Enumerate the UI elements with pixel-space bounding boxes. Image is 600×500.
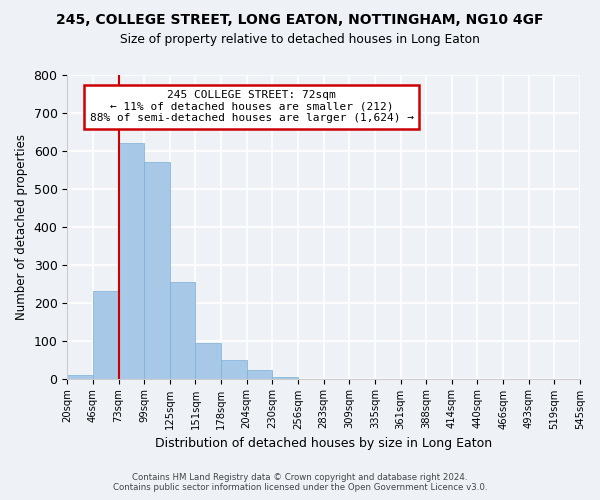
Y-axis label: Number of detached properties: Number of detached properties [15, 134, 28, 320]
Text: Size of property relative to detached houses in Long Eaton: Size of property relative to detached ho… [120, 32, 480, 46]
X-axis label: Distribution of detached houses by size in Long Eaton: Distribution of detached houses by size … [155, 437, 492, 450]
Bar [144, 162, 170, 378]
Text: 245, COLLEGE STREET, LONG EATON, NOTTINGHAM, NG10 4GF: 245, COLLEGE STREET, LONG EATON, NOTTING… [56, 12, 544, 26]
Text: Contains HM Land Registry data © Crown copyright and database right 2024.
Contai: Contains HM Land Registry data © Crown c… [113, 473, 487, 492]
Bar [119, 144, 144, 378]
Text: 245 COLLEGE STREET: 72sqm
← 11% of detached houses are smaller (212)
88% of semi: 245 COLLEGE STREET: 72sqm ← 11% of detac… [90, 90, 414, 124]
Bar [247, 370, 272, 378]
Bar [170, 282, 196, 378]
Bar [272, 376, 298, 378]
Bar [67, 375, 93, 378]
Bar [196, 342, 221, 378]
Bar [93, 292, 119, 378]
Bar [221, 360, 247, 378]
